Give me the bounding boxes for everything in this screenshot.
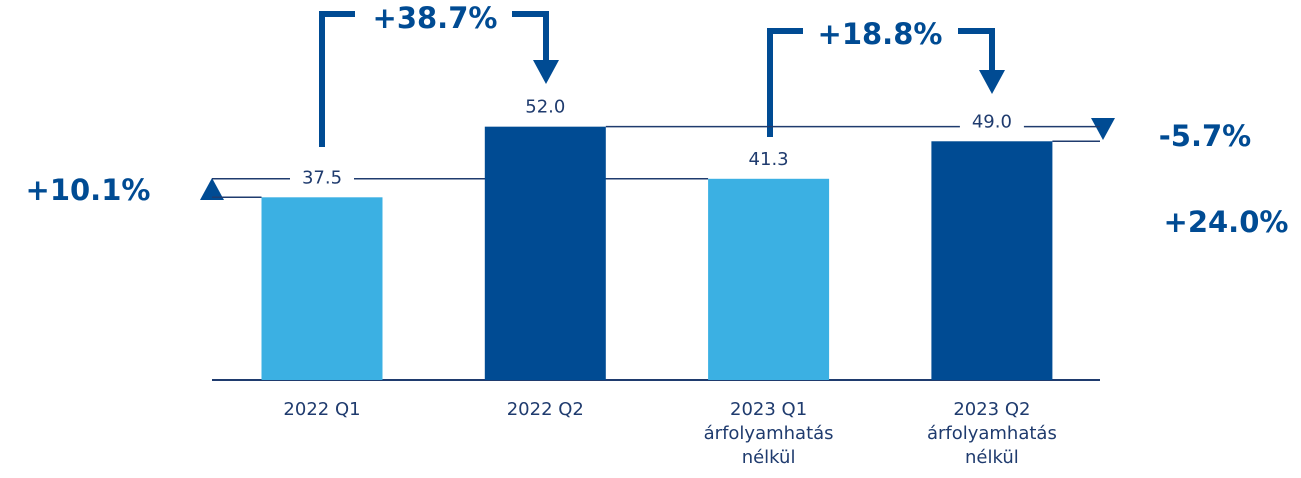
annotation: +18.8% <box>818 17 943 51</box>
value-label: 41.3 <box>749 149 789 170</box>
x-tick-label: 2022 Q2 <box>506 399 584 420</box>
bracket-line <box>512 11 549 62</box>
bracket-line <box>767 28 803 137</box>
bracket-line <box>319 11 355 147</box>
label-bg <box>290 166 354 191</box>
arrow-head <box>200 178 224 200</box>
annotation: +10.1% <box>26 173 151 207</box>
arrows <box>200 60 1115 200</box>
bracket-line <box>958 28 995 72</box>
annotation: +24.0% <box>1164 205 1289 239</box>
x-tick-label: 2023 Q1 árfolyamhatás nélkül <box>703 399 834 468</box>
bar <box>261 197 383 380</box>
label-bg <box>513 95 578 120</box>
x-tick-label: 2023 Q2 árfolyamhatás nélkül <box>926 399 1057 468</box>
value-label: 52.0 <box>525 97 565 118</box>
arrow-head <box>1091 118 1115 140</box>
value-label: 37.5 <box>302 167 342 188</box>
annotation: +38.7% <box>373 1 498 35</box>
label-bg <box>736 147 801 172</box>
value-label: 49.0 <box>972 111 1012 132</box>
label-bg <box>959 110 1024 135</box>
arrow-head <box>533 60 559 84</box>
bar <box>931 141 1053 380</box>
bar <box>708 178 830 380</box>
bracket <box>319 11 995 147</box>
annotation: -5.7% <box>1159 119 1251 153</box>
x-tick-label: 2022 Q1 <box>283 399 361 420</box>
arrow-head <box>979 70 1005 94</box>
bar <box>484 126 606 381</box>
